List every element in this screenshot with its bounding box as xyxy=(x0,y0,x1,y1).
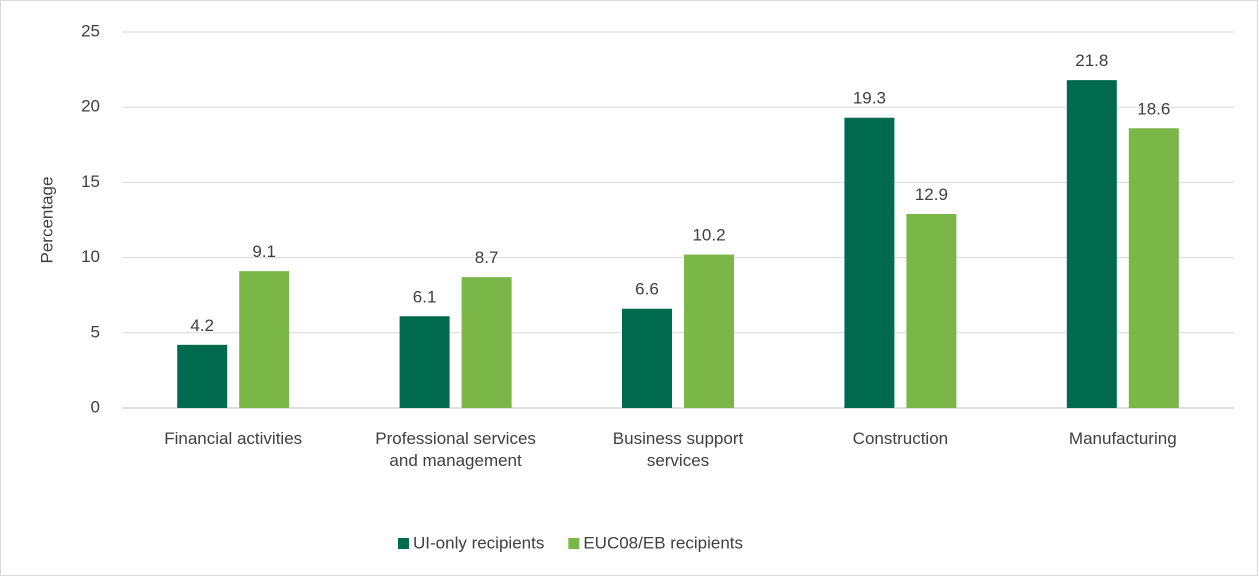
x-tick-label: Financial activities xyxy=(164,429,302,448)
bar xyxy=(177,344,228,408)
bar xyxy=(1066,80,1117,409)
legend-swatch xyxy=(568,538,580,549)
data-label: 8.7 xyxy=(475,248,499,267)
legend-label: UI-only recipients xyxy=(413,533,544,552)
data-label: 19.3 xyxy=(853,89,886,108)
data-label: 21.8 xyxy=(1075,51,1108,70)
x-tick-label: Professional services and management xyxy=(375,429,536,470)
data-label: 18.6 xyxy=(1137,99,1170,118)
bar xyxy=(461,277,512,408)
y-tick-label: 25 xyxy=(81,21,100,40)
x-tick-label: Manufacturing xyxy=(1069,429,1177,448)
y-tick-label: 0 xyxy=(91,397,100,416)
x-tick-label: Construction xyxy=(853,429,948,448)
bar xyxy=(684,254,734,408)
y-tick-label: 10 xyxy=(81,247,100,266)
data-label: 12.9 xyxy=(915,185,948,204)
y-tick-label: 20 xyxy=(81,97,100,116)
bar xyxy=(622,308,672,408)
y-axis-label: Percentage xyxy=(37,177,56,264)
y-tick-label: 5 xyxy=(91,322,100,341)
y-tick-label: 15 xyxy=(81,172,100,191)
data-label: 9.1 xyxy=(252,242,276,261)
bar xyxy=(399,316,450,408)
legend-label: EUC08/EB recipients xyxy=(583,533,743,552)
data-label: 10.2 xyxy=(692,226,725,245)
bar xyxy=(239,271,290,408)
data-label: 6.1 xyxy=(413,287,437,306)
data-label: 6.6 xyxy=(635,280,659,299)
data-label: 4.2 xyxy=(190,316,214,335)
bar xyxy=(844,117,895,408)
bar xyxy=(1128,128,1179,409)
x-tick-label: Business support services xyxy=(613,429,744,470)
legend-swatch xyxy=(398,538,409,549)
bar xyxy=(906,213,957,408)
